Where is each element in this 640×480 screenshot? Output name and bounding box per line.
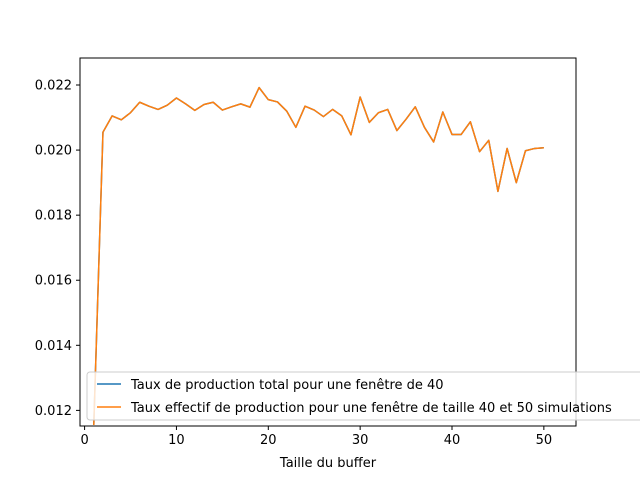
series-layer	[93, 86, 544, 426]
legend-box	[86, 371, 640, 421]
y-tick-label: 0.020	[35, 144, 72, 159]
y-tick-label: 0.016	[35, 274, 72, 289]
legend-label-series-2: Taux effectif de production pour une fen…	[130, 401, 612, 416]
x-tick-label: 40	[444, 433, 461, 448]
x-axis-label: Taille du buffer	[279, 456, 377, 471]
x-tick-label: 20	[260, 433, 277, 448]
series-line-2	[93, 86, 544, 426]
y-tick-label: 0.018	[35, 209, 72, 224]
y-tick-label: 0.012	[35, 404, 72, 419]
plot-frame	[79, 57, 577, 427]
y-tick-label: 0.014	[35, 339, 72, 354]
y-tick-label: 0.022	[35, 79, 72, 94]
x-tick-label: 30	[352, 433, 369, 448]
x-axis: 0 10 20 30 40 50	[80, 426, 552, 448]
x-tick-label: 0	[80, 433, 88, 448]
legend-label-series-1: Taux de production total pour une fenêtr…	[130, 378, 444, 393]
x-tick-label: 50	[536, 433, 553, 448]
x-tick-label: 10	[168, 433, 185, 448]
y-axis: 0.012 0.014 0.016 0.018 0.020 0.022	[35, 79, 80, 419]
legend: Taux de production total pour une fenêtr…	[86, 371, 640, 421]
